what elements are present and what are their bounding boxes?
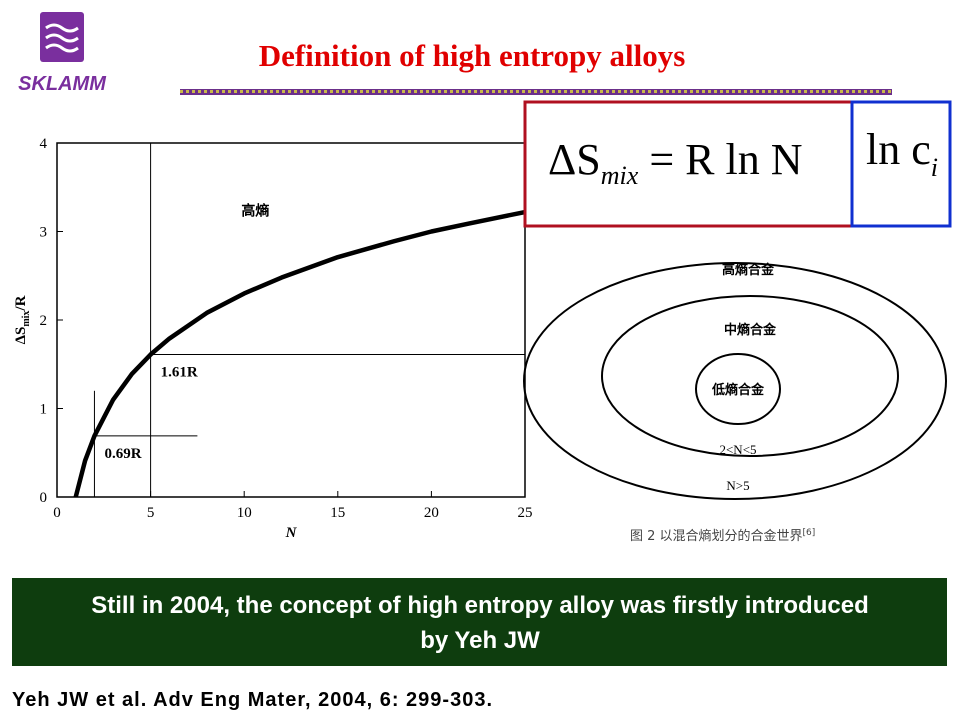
formula-box	[523, 100, 854, 228]
ring-bound: 2<N<5	[719, 442, 756, 457]
ring-bound: N>5	[726, 478, 749, 493]
x-tick-label: 15	[330, 505, 345, 521]
y-label-sub: mix	[21, 311, 32, 327]
y-tick-label: 2	[40, 313, 48, 329]
banner-text: by Yeh JW	[420, 627, 540, 654]
x-tick-label: 10	[237, 505, 252, 521]
formula: ΔSmix = R ln N	[548, 135, 802, 190]
caption-ref: [6]	[803, 528, 816, 538]
alloy-diagram	[523, 262, 947, 500]
chart: 0 5 10 15 20 25 0 1 2 3 4 N ΔSmix/R 1.61R 0.69R 高熵	[13, 136, 533, 541]
formula-part: ΔS	[548, 135, 601, 184]
y-tick-label: 0	[40, 490, 48, 506]
formula-sub: mix	[601, 161, 639, 190]
caption-text: 图 2 以混合熵划分的合金世界	[630, 528, 803, 544]
caption: 图 2 以混合熵划分的合金世界[6]	[630, 528, 815, 544]
banner	[12, 578, 947, 666]
region-label: 高熵	[241, 203, 269, 220]
title-rule	[180, 89, 892, 95]
title: Definition of high entropy alloys	[259, 38, 686, 73]
logo: SKLAMM	[18, 12, 107, 95]
y-label-part: ΔS	[13, 327, 29, 345]
curve	[73, 209, 526, 498]
x-tick-label: 25	[518, 505, 533, 521]
reference-label: 1.61R	[161, 365, 198, 381]
x-tick-label: 0	[53, 505, 61, 521]
formula-sub: i	[931, 153, 938, 182]
y-label-part: /R	[13, 295, 29, 311]
reference-label: 0.69R	[104, 446, 141, 462]
x-tick-label: 5	[147, 505, 155, 521]
formula-part: ln c	[866, 125, 931, 174]
x-tick-label: 20	[424, 505, 439, 521]
ring-label: 中熵合金	[724, 322, 777, 338]
y-tick-label: 1	[40, 402, 48, 418]
ring-label: 高熵合金	[722, 262, 775, 278]
y-axis-label: ΔSmix/R	[13, 295, 32, 344]
formula: ln ci	[866, 125, 938, 182]
formula-box	[850, 100, 952, 228]
x-axis-label: N	[285, 525, 298, 541]
banner-text: Still in 2004, the concept of high entro…	[91, 592, 868, 619]
plot-frame	[56, 142, 526, 498]
y-tick-label: 4	[40, 136, 48, 152]
ring-label: 低熵合金	[711, 382, 765, 398]
formula-part: = R ln N	[638, 135, 802, 184]
logo-text: SKLAMM	[18, 73, 107, 95]
reference: Yeh JW et al. Adv Eng Mater, 2004, 6: 29…	[12, 689, 493, 711]
y-tick-label: 3	[40, 225, 48, 241]
